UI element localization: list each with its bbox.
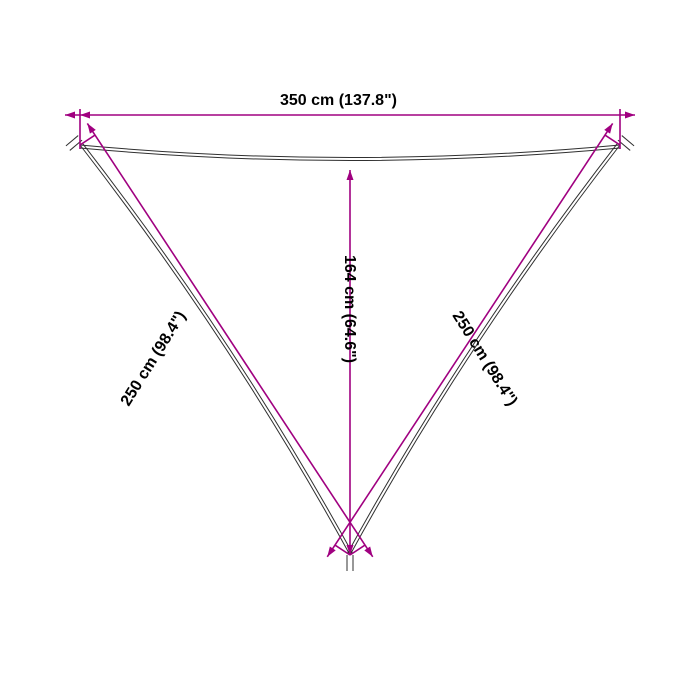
dimension-diagram: 350 cm (137.8") 164 cm (64.6") 250 cm (9… — [0, 0, 700, 700]
dimension-label-top: 350 cm (137.8") — [280, 92, 397, 110]
dimension-label-height: 164 cm (64.6") — [340, 255, 358, 363]
